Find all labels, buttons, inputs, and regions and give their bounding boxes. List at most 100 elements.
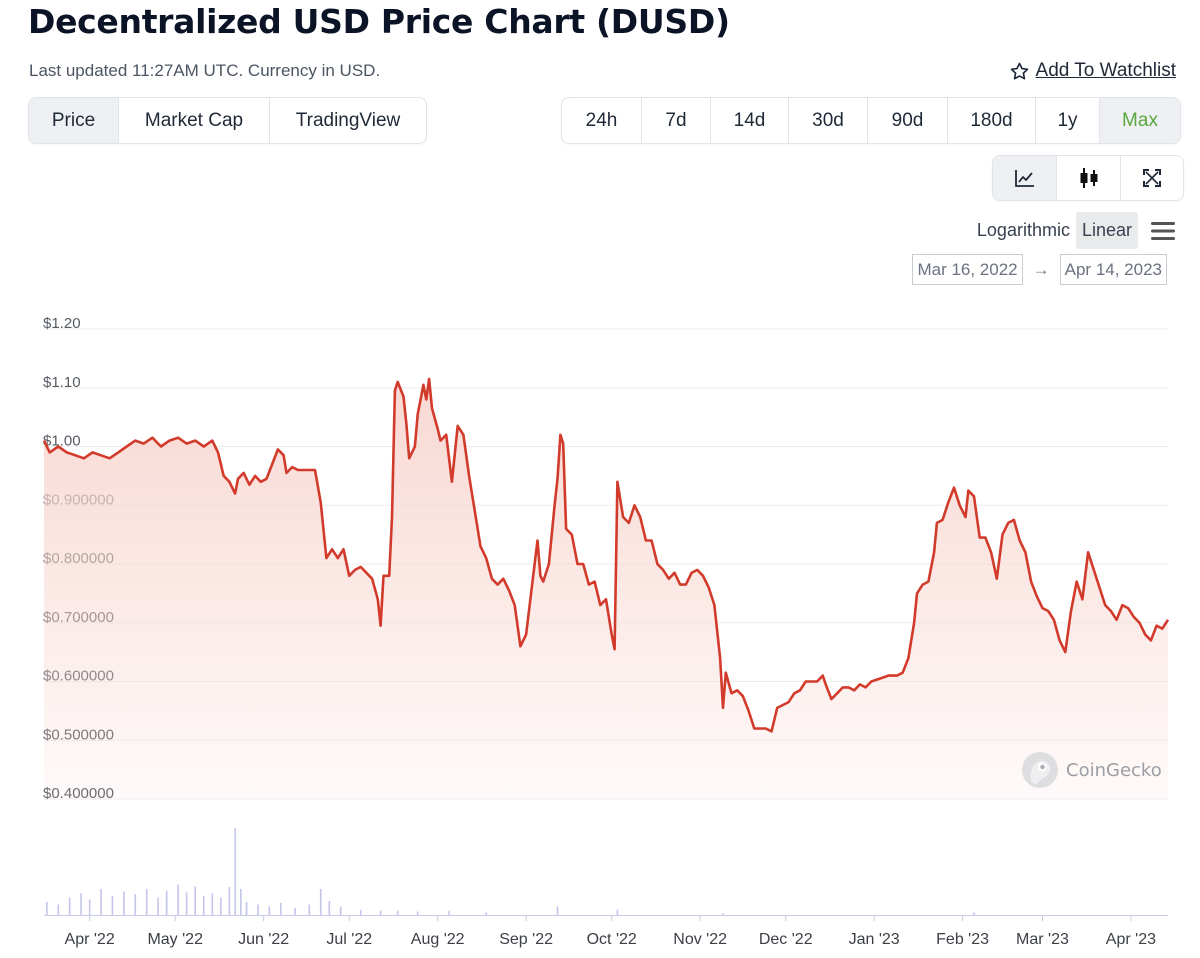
menu-icon[interactable]: [1150, 220, 1176, 242]
volume-bar: [339, 906, 342, 915]
volume-bar: [257, 904, 259, 915]
range-24h[interactable]: 24h: [562, 98, 642, 143]
volume-bar: [165, 890, 168, 915]
fullscreen-button[interactable]: [1121, 156, 1183, 200]
chart-type-tools: [992, 155, 1184, 201]
y-tick-label: $0.600000: [43, 668, 114, 685]
scale-logarithmic-option[interactable]: Logarithmic: [976, 220, 1070, 240]
volume-bar: [616, 909, 619, 915]
volume-bar: [185, 892, 188, 915]
y-tick-label: $1.10: [43, 374, 81, 391]
volume-bar: [416, 911, 419, 915]
x-tick-label: May '22: [147, 931, 203, 948]
volume-bar: [359, 909, 362, 915]
page-title: Decentralized USD Price Chart (DUSD): [28, 2, 730, 41]
price-area-fill: [44, 378, 1168, 799]
volume-bar: [202, 895, 205, 915]
volume-bar: [268, 906, 271, 915]
volume-bar: [485, 912, 487, 915]
add-to-watchlist-link[interactable]: Add To Watchlist: [1009, 60, 1176, 82]
last-updated-text: Last updated 11:27AM UTC. Currency in US…: [29, 61, 381, 80]
y-tick-label: $0.700000: [43, 609, 114, 626]
date-from-field[interactable]: Mar 16, 2022: [912, 254, 1023, 285]
volume-bar: [57, 904, 60, 915]
volume-bar: [396, 910, 399, 915]
date-to-field[interactable]: Apr 14, 2023: [1059, 254, 1167, 285]
volume-bar: [556, 906, 559, 915]
tab-market-cap[interactable]: Market Cap: [119, 98, 270, 143]
volume-bar: [722, 913, 724, 915]
volume-bar: [194, 886, 196, 915]
volume-bar: [88, 899, 91, 915]
line-chart-button[interactable]: [993, 156, 1057, 200]
volume-bar: [228, 887, 231, 915]
range-1y[interactable]: 1y: [1036, 98, 1100, 143]
volume-bar: [319, 888, 322, 915]
volume-bar: [111, 895, 114, 915]
candlestick-button[interactable]: [1057, 156, 1121, 200]
x-tick-label: Nov '22: [673, 931, 727, 948]
arrow-right-icon: →: [1032, 259, 1050, 279]
scale-linear-option[interactable]: Linear: [1075, 212, 1138, 249]
volume-bar: [68, 897, 71, 915]
line-chart-icon: [1014, 170, 1034, 187]
volume-bar: [177, 884, 179, 915]
y-tick-label: $0.400000: [43, 785, 114, 802]
coingecko-logo-icon: [1022, 752, 1058, 788]
tab-tradingview[interactable]: TradingView: [295, 109, 401, 131]
y-tick-label: $0.900000: [43, 491, 114, 508]
x-tick-label: Jan '23: [849, 931, 900, 948]
volume-bar: [448, 910, 450, 915]
x-tick-label: Jun '22: [238, 931, 289, 948]
range-180d[interactable]: 180d: [948, 98, 1036, 143]
volume-bar: [279, 902, 282, 915]
x-tick-label: Mar '23: [1016, 931, 1069, 948]
y-tick-label: $1.00: [43, 433, 81, 450]
x-tick-label: Apr '22: [65, 931, 115, 948]
star-icon: [1010, 62, 1028, 80]
price-series-line: [42, 377, 1170, 733]
watchlist-label: Add To Watchlist: [1035, 60, 1176, 81]
volume-bar: [123, 891, 125, 915]
volume-bar: [100, 888, 102, 915]
volume-bar: [308, 904, 311, 915]
candlestick-icon: [1080, 168, 1097, 188]
volume-bar: [145, 888, 148, 915]
x-tick-label: Dec '22: [759, 931, 813, 948]
volume-bar: [240, 888, 242, 915]
tab-price[interactable]: Price: [29, 98, 119, 143]
view-tabs: Price Market Cap TradingView: [28, 97, 427, 144]
y-tick-label: $0.800000: [43, 550, 114, 567]
range-14d[interactable]: 14d: [711, 98, 789, 143]
volume-bar: [973, 912, 975, 915]
volume-bar: [234, 828, 236, 915]
volume-bar: [157, 897, 159, 915]
y-tick-label: $1.20: [43, 315, 81, 332]
volume-bar: [80, 893, 82, 915]
x-tick-label: Apr '23: [1106, 931, 1156, 948]
range-max[interactable]: Max: [1100, 98, 1180, 143]
date-range: Mar 16, 2022 → Apr 14, 2023: [912, 254, 1167, 285]
x-tick-label: Aug '22: [411, 931, 465, 948]
volume-bar: [294, 908, 296, 915]
x-tick-label: Oct '22: [587, 931, 637, 948]
volume-bar: [220, 897, 222, 915]
fullscreen-icon: [1143, 169, 1161, 187]
time-range-tabs: 24h 7d 14d 30d 90d 180d 1y Max: [561, 97, 1181, 144]
volume-bar: [134, 894, 137, 915]
volume-bar: [245, 901, 248, 915]
range-30d[interactable]: 30d: [789, 98, 868, 143]
x-tick-label: Sep '22: [499, 931, 553, 948]
scale-selector: Logarithmic Linear: [971, 212, 1176, 249]
coingecko-watermark: CoinGecko: [1020, 750, 1162, 790]
x-tick-label: Feb '23: [936, 931, 989, 948]
range-90d[interactable]: 90d: [868, 98, 948, 143]
range-7d[interactable]: 7d: [642, 98, 711, 143]
y-tick-label: $0.500000: [43, 726, 114, 743]
x-tick-label: Jul '22: [326, 931, 372, 948]
volume-bar: [46, 901, 48, 915]
volume-bar: [328, 901, 331, 915]
volume-bar: [379, 910, 382, 915]
watermark-text: CoinGecko: [1066, 759, 1162, 781]
volume-bar: [211, 893, 214, 915]
